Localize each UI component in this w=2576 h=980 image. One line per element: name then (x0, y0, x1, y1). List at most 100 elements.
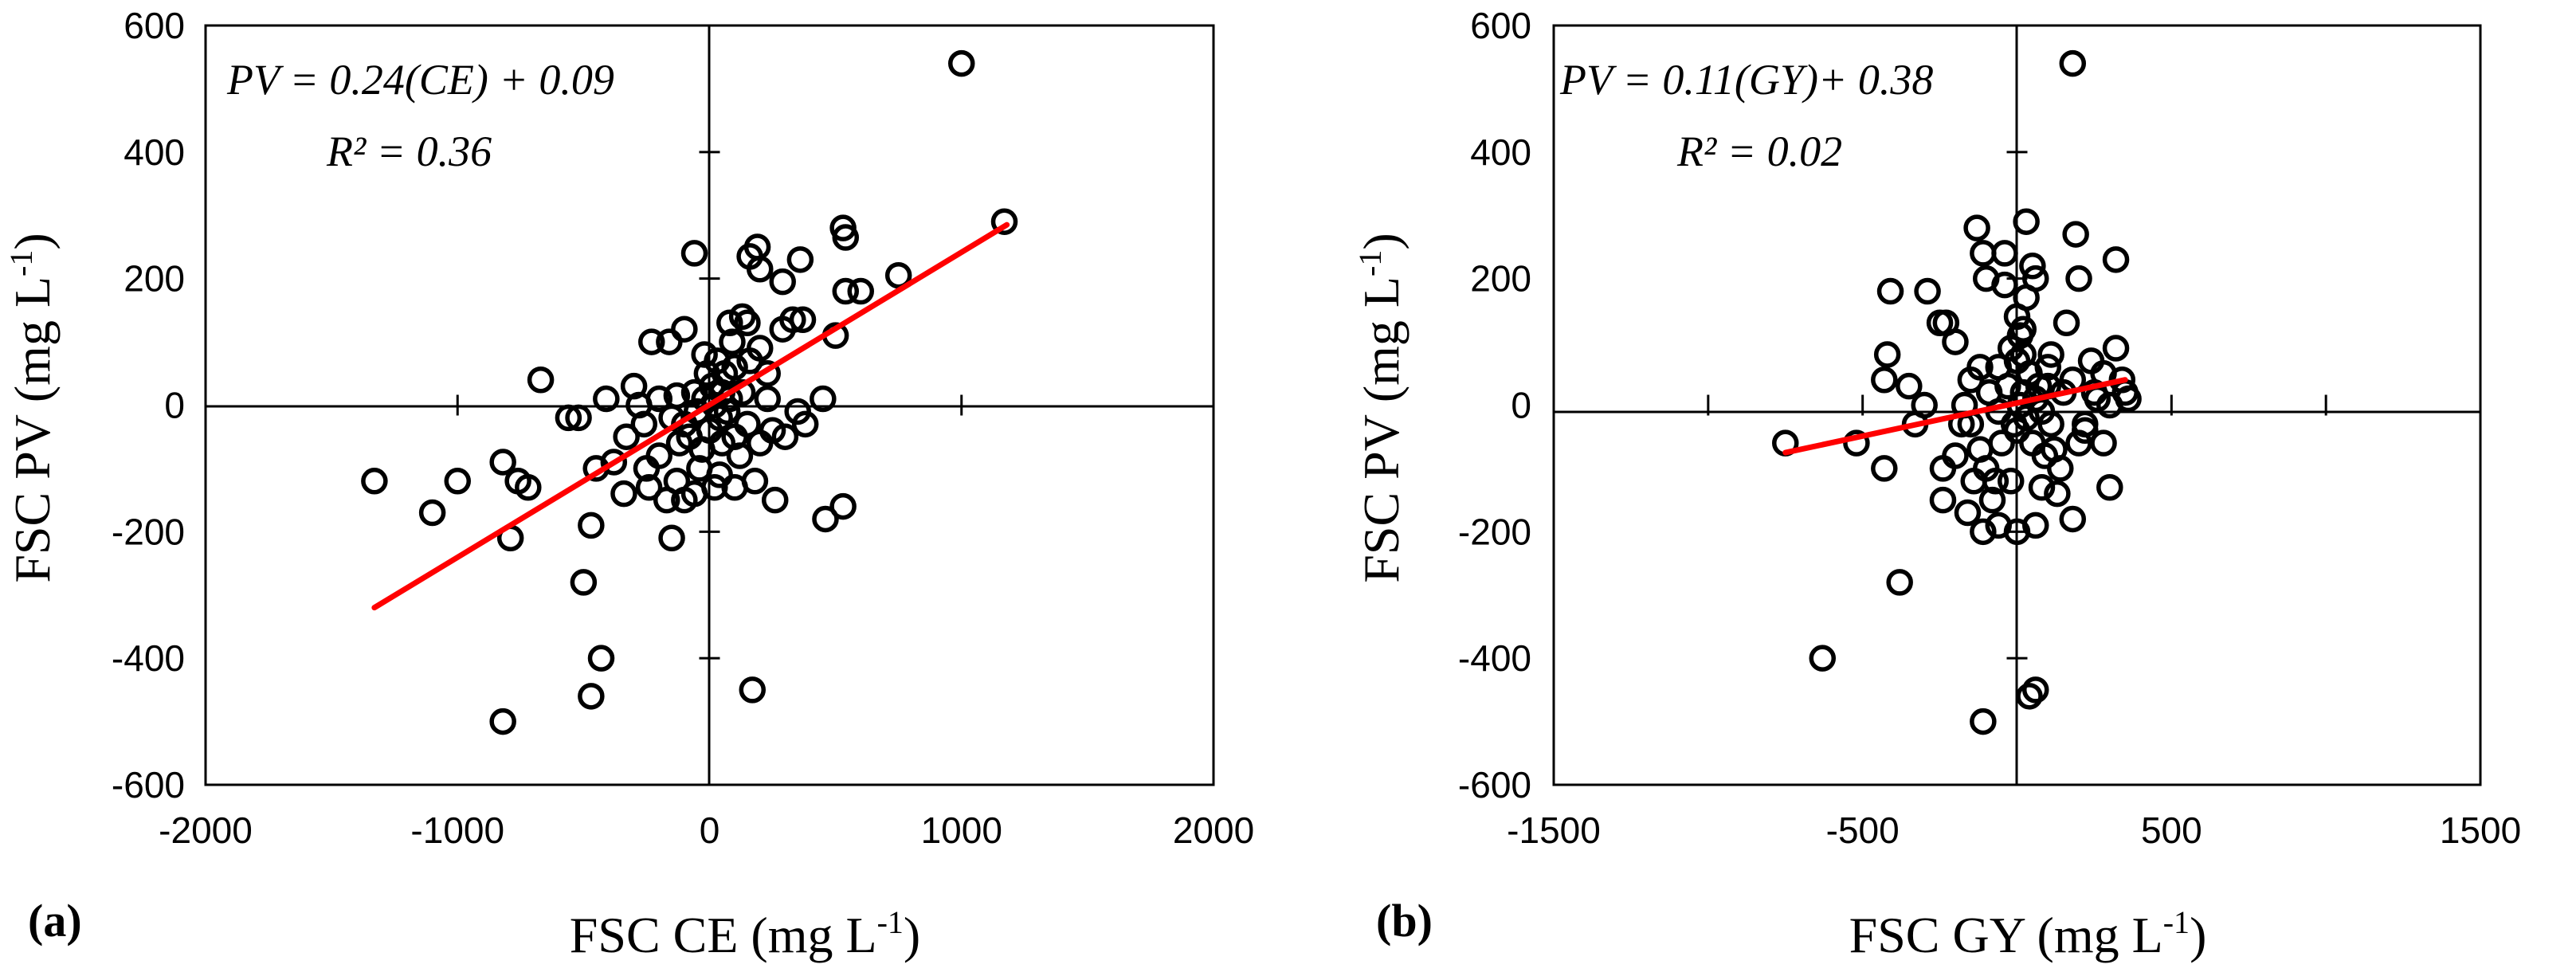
panel-b-data-point (1942, 328, 1969, 355)
panel-b-data-point (2044, 480, 2071, 508)
panel-a-data-point (771, 423, 799, 450)
panel-a-data-point (713, 398, 741, 425)
panel-a-data-point (686, 455, 713, 482)
panel-b-data-point (1957, 366, 1985, 394)
panel-a-data-point (693, 360, 721, 387)
panel-a-data-point (701, 473, 728, 501)
panel-b-data-point (1994, 372, 2021, 400)
panel-a-data-point (638, 328, 665, 355)
panel-a-r-squared: R² = 0.36 (326, 127, 492, 175)
panel-b-r-squared: R² = 0.02 (1676, 127, 1842, 175)
panel-a-data-point (555, 404, 582, 432)
panel-a-data-point (613, 423, 640, 450)
panel-b-y-tick-label: -200 (1458, 511, 1531, 552)
panel-b-data-point (1982, 468, 2009, 495)
panel-b-data-point (1963, 214, 1990, 241)
panel-b-y-tick-label: 0 (1511, 385, 1531, 426)
panel-b-data-point (1942, 442, 1969, 469)
panel-a-y-tick-label: 200 (124, 258, 185, 300)
panel-b-chart: -600 -400 -200 0 200 400 600 -1500 -500 500 1500 P… (1352, 5, 2521, 963)
panel-a-data-point (726, 442, 754, 469)
panel-a-y-tick-label: 600 (124, 5, 185, 46)
panel-b-data-point (2059, 505, 2087, 533)
panel-b-data-point (1871, 366, 1898, 394)
panel-a-data-point (633, 455, 661, 482)
panel-a-data-point (706, 404, 733, 432)
panel-a-data-point (587, 645, 615, 672)
panel-a-data-point (769, 268, 796, 296)
panel-a-data-point (747, 256, 774, 283)
panel-a-x-axis-title: FSC CE (mg L-1) (570, 904, 920, 963)
panel-b-data-point (2022, 265, 2049, 292)
panel-a-trendline (371, 221, 1010, 611)
panel-b-data-point (1871, 455, 1898, 482)
panel-b-label: (b) (1376, 895, 1433, 947)
panel-b-data-point (1929, 486, 1957, 514)
panel-a-data-point (658, 524, 685, 552)
panel-b-data-point (1991, 271, 2018, 299)
panel-b-data-point (2022, 676, 2049, 704)
panel-a-data-point (665, 429, 693, 457)
panel-a-data-point (444, 468, 471, 495)
panel-b-data-point (2102, 335, 2130, 362)
panel-a-data-point (620, 372, 648, 400)
panel-b-data-point (2022, 512, 2049, 539)
panel-a-data-point (832, 277, 860, 305)
panel-a-data-point (847, 277, 874, 305)
panel-a-data-point (635, 473, 663, 501)
panel-a-data-point (761, 486, 789, 514)
panel-b-data-point (2065, 265, 2092, 292)
panel-b-data-point (1970, 240, 1997, 267)
panel-b-x-axis-title: FSC GY (mg L-1) (1849, 904, 2207, 963)
panel-b-x-tick-label: -1500 (1507, 809, 1601, 851)
panel-b-data-point (1978, 486, 2006, 514)
panel-b-data-point (1991, 240, 2018, 267)
panel-a-y-axis-title: FSC PV (mg L-1) (3, 233, 61, 582)
panel-b-x-tick-label: -500 (1826, 809, 1900, 851)
panel-b-data-point (2013, 208, 2040, 235)
panel-a-x-tick-label: 2000 (1173, 809, 1254, 851)
panel-b-data-point (1970, 518, 1997, 546)
panel-a-data-point (884, 261, 912, 289)
panel-b-data-point (2037, 341, 2064, 368)
panel-b-data-point (1970, 708, 1997, 735)
panel-b-trendline (1782, 377, 2128, 456)
panel-b-data-point (2059, 49, 2087, 77)
panel-b-data-point (1914, 277, 1941, 305)
panel-b-data-point (1809, 645, 1837, 672)
panel-a-data-point (504, 468, 531, 495)
panel-a-data-point (680, 240, 708, 267)
panel-a-data-point (610, 480, 637, 508)
panel-a-label: (a) (28, 895, 82, 947)
panel-b-data-point (2003, 303, 2031, 331)
panel-a-data-point (578, 512, 605, 539)
panel-a-x-tick-label: 0 (700, 809, 720, 851)
panel-a-y-tick-label: -600 (112, 764, 185, 806)
panel-a-data-point (990, 208, 1018, 235)
panel-a-data-point (593, 385, 620, 413)
panel-b-data-point (1954, 499, 1982, 527)
panel-a-data-point (645, 442, 672, 469)
panel-b-data-point (2102, 246, 2130, 273)
panel-b-data-point (1896, 372, 1923, 400)
panel-a-data-point (721, 354, 748, 381)
panel-b-y-tick-label: -600 (1458, 764, 1531, 806)
panel-b-data-point (1876, 277, 1904, 305)
panel-a-data-point (719, 328, 746, 355)
panel-a-data-point (734, 410, 761, 438)
panel-b-data-point (2053, 309, 2080, 337)
panel-a-data-point (812, 505, 839, 533)
panel-b-x-tick-label: 1500 (2440, 809, 2521, 851)
panel-a-x-tick-label: -2000 (159, 809, 253, 851)
panel-b-data-point (2028, 473, 2056, 501)
panel-b-data-point (2090, 429, 2117, 457)
panel-b-y-tick-label: 400 (1470, 131, 1531, 173)
panel-b-data-point (2062, 221, 2089, 248)
panel-a-data-point (832, 224, 860, 251)
panel-b-data-point (2000, 410, 2028, 438)
panel-a-y-tick-label: -200 (112, 511, 185, 552)
panel-a-x-tick-label: 1000 (921, 809, 1002, 851)
panel-a-data-point (570, 569, 598, 596)
panel-a-data-point (565, 404, 592, 432)
